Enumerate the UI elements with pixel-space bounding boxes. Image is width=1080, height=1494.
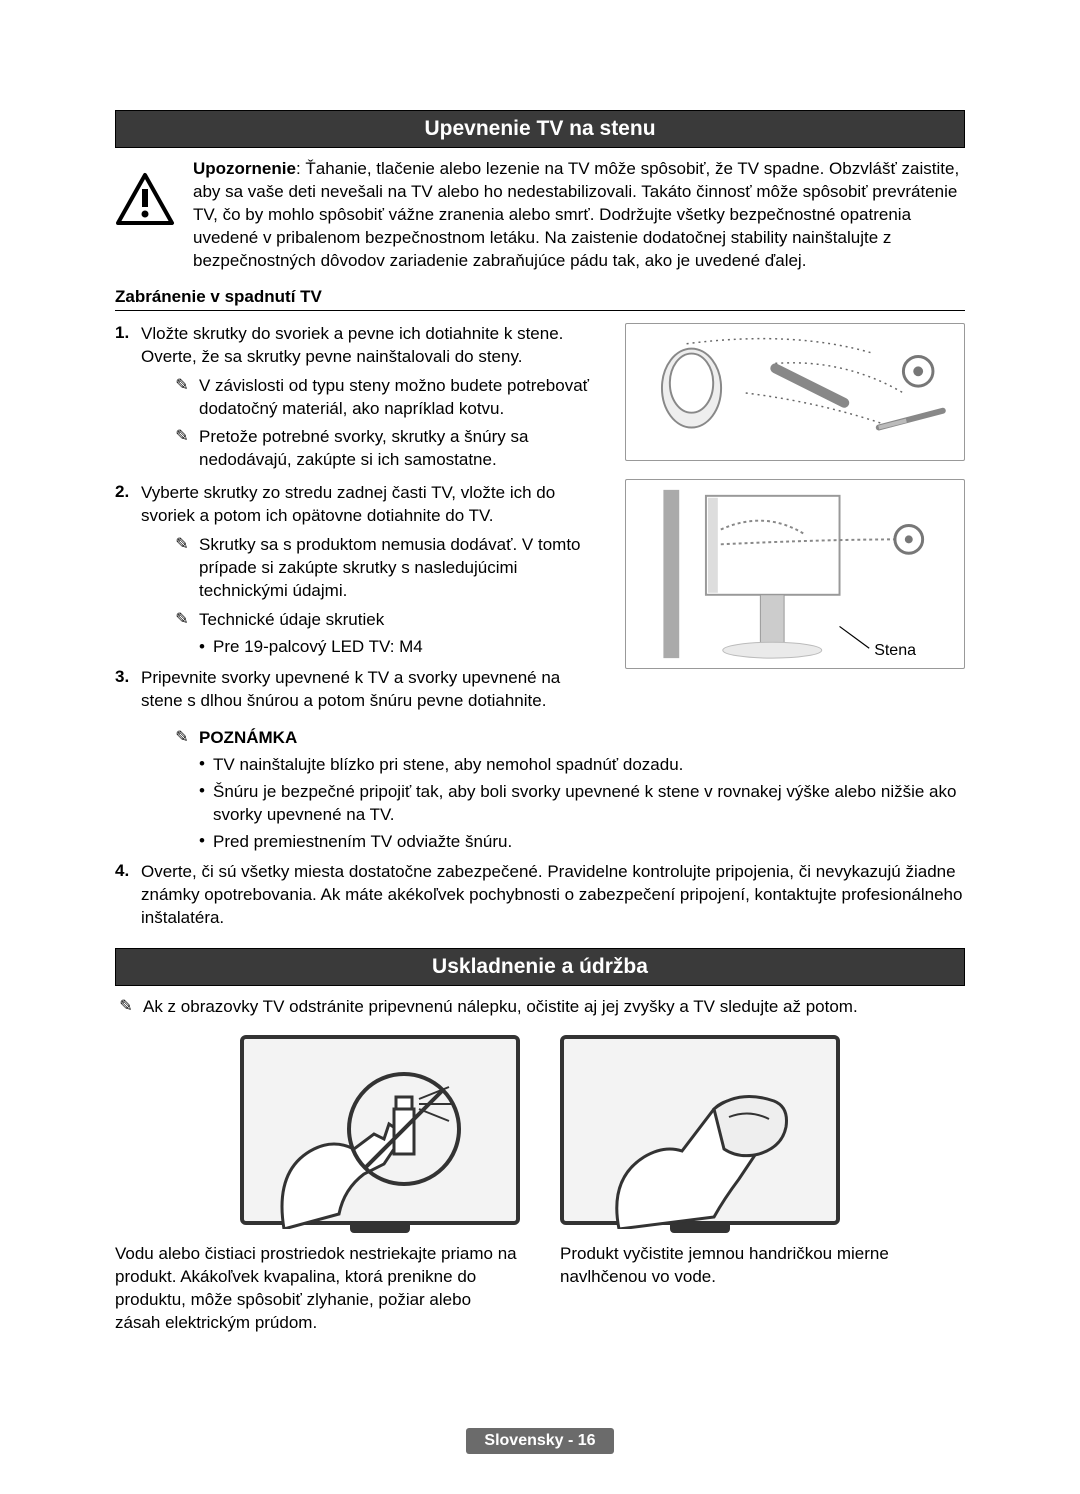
- note-text: V závislosti od typu steny možno budete …: [199, 375, 605, 421]
- bullet-icon: •: [199, 636, 213, 659]
- step-list: 1. Vložte skrutky do svoriek a pevne ich…: [115, 323, 605, 713]
- top-note-row: ✎ Ak z obrazovky TV odstránite pripevnen…: [115, 996, 965, 1019]
- bullet-row: • Pred premiestnením TV odviažte šnúru.: [199, 831, 965, 854]
- footer-page: 16: [578, 1432, 596, 1449]
- warning-label: Upozornenie: [193, 159, 296, 178]
- step-text: Vyberte skrutky zo stredu zadnej časti T…: [141, 482, 605, 528]
- warning-icon: [115, 172, 175, 226]
- note-text: Pretože potrebné svorky, skrutky a šnúry…: [199, 426, 605, 472]
- step-text: Overte, či sú všetky miesta dostatočne z…: [141, 861, 965, 930]
- hand-note-icon: ✎: [171, 375, 193, 397]
- figure-label-wall: Stena: [874, 642, 916, 660]
- step-3: 3. Pripevnite svorky upevnené k TV a svo…: [115, 667, 605, 713]
- hand-note-icon: ✎: [115, 996, 137, 1016]
- section-title-storage: Uskladnenie a údržba: [115, 948, 965, 986]
- bullet-row: • Pre 19-palcový LED TV: M4: [199, 636, 605, 659]
- hand-note-icon: ✎: [171, 609, 193, 631]
- bullet-icon: •: [199, 754, 213, 777]
- note-row: ✎ V závislosti od typu steny možno budet…: [171, 375, 605, 421]
- step-list-cont: 4. Overte, či sú všetky miesta dostatočn…: [115, 861, 965, 930]
- warning-body: : Ťahanie, tlačenie alebo lezenie na TV …: [193, 159, 959, 270]
- note-row: ✎ Skrutky sa s produktom nemusia dodávať…: [171, 534, 605, 603]
- bullet-text: Pred premiestnením TV odviažte šnúru.: [213, 831, 965, 854]
- step-2: 2. Vyberte skrutky zo stredu zadnej čast…: [115, 482, 605, 659]
- caption-right: Produkt vyčistite jemnou handričkou mier…: [560, 1243, 965, 1335]
- step-number: 4.: [115, 861, 141, 930]
- note-text: Skrutky sa s produktom nemusia dodávať. …: [199, 534, 605, 603]
- note-row: ✎ POZNÁMKA: [171, 727, 965, 750]
- note-label: POZNÁMKA: [199, 727, 965, 750]
- step-number: 3.: [115, 667, 141, 713]
- figure-tv-tether: Stena: [625, 479, 965, 669]
- step-4: 4. Overte, či sú všetky miesta dostatočn…: [115, 861, 965, 930]
- note-row: ✎ Pretože potrebné svorky, skrutky a šnú…: [171, 426, 605, 472]
- bullet-icon: •: [199, 831, 213, 854]
- cleaning-figures: [115, 1035, 965, 1233]
- caption-row: Vodu alebo čistiaci prostriedok nestriek…: [115, 1243, 965, 1335]
- note-row: ✎ Technické údaje skrutiek: [171, 609, 605, 632]
- figure-wipe-cloth: [560, 1035, 840, 1233]
- bullet-row: • Šnúru je bezpečné pripojiť tak, aby bo…: [199, 781, 965, 827]
- footer-pill: Slovensky - 16: [466, 1428, 613, 1454]
- hand-note-icon: ✎: [171, 426, 193, 448]
- sub-heading: Zabránenie v spadnutí TV: [115, 287, 965, 311]
- bullet-text: Pre 19-palcový LED TV: M4: [213, 636, 605, 659]
- content-row: 1. Vložte skrutky do svoriek a pevne ich…: [115, 323, 965, 721]
- step-number: 2.: [115, 482, 141, 659]
- figure-no-spray: [240, 1035, 520, 1233]
- footer-sep: -: [564, 1432, 578, 1449]
- step-1: 1. Vložte skrutky do svoriek a pevne ich…: [115, 323, 605, 475]
- figure-wall-bracket: [625, 323, 965, 461]
- caption-left: Vodu alebo čistiaci prostriedok nestriek…: [115, 1243, 520, 1335]
- hand-note-icon: ✎: [171, 727, 193, 747]
- note-text: Technické údaje skrutiek: [199, 609, 605, 632]
- step-text: Vložte skrutky do svoriek a pevne ich do…: [141, 323, 605, 369]
- bullet-icon: •: [199, 781, 213, 827]
- warning-text: Upozornenie: Ťahanie, tlačenie alebo lez…: [193, 158, 965, 273]
- bullet-row: • TV nainštalujte blízko pri stene, aby …: [199, 754, 965, 777]
- bullet-text: TV nainštalujte blízko pri stene, aby ne…: [213, 754, 965, 777]
- top-note-text: Ak z obrazovky TV odstránite pripevnenú …: [143, 996, 965, 1019]
- steps-column: 1. Vložte skrutky do svoriek a pevne ich…: [115, 323, 605, 721]
- section-title-mounting: Upevnenie TV na stenu: [115, 110, 965, 148]
- step-number: 1.: [115, 323, 141, 475]
- warning-block: Upozornenie: Ťahanie, tlačenie alebo lez…: [115, 158, 965, 273]
- bullet-text: Šnúru je bezpečné pripojiť tak, aby boli…: [213, 781, 965, 827]
- footer-lang: Slovensky: [484, 1432, 563, 1449]
- hand-note-icon: ✎: [171, 534, 193, 556]
- page-footer: Slovensky - 16: [0, 1428, 1080, 1454]
- figures-column: Stena: [625, 323, 965, 721]
- step-text: Pripevnite svorky upevnené k TV a svorky…: [141, 667, 605, 713]
